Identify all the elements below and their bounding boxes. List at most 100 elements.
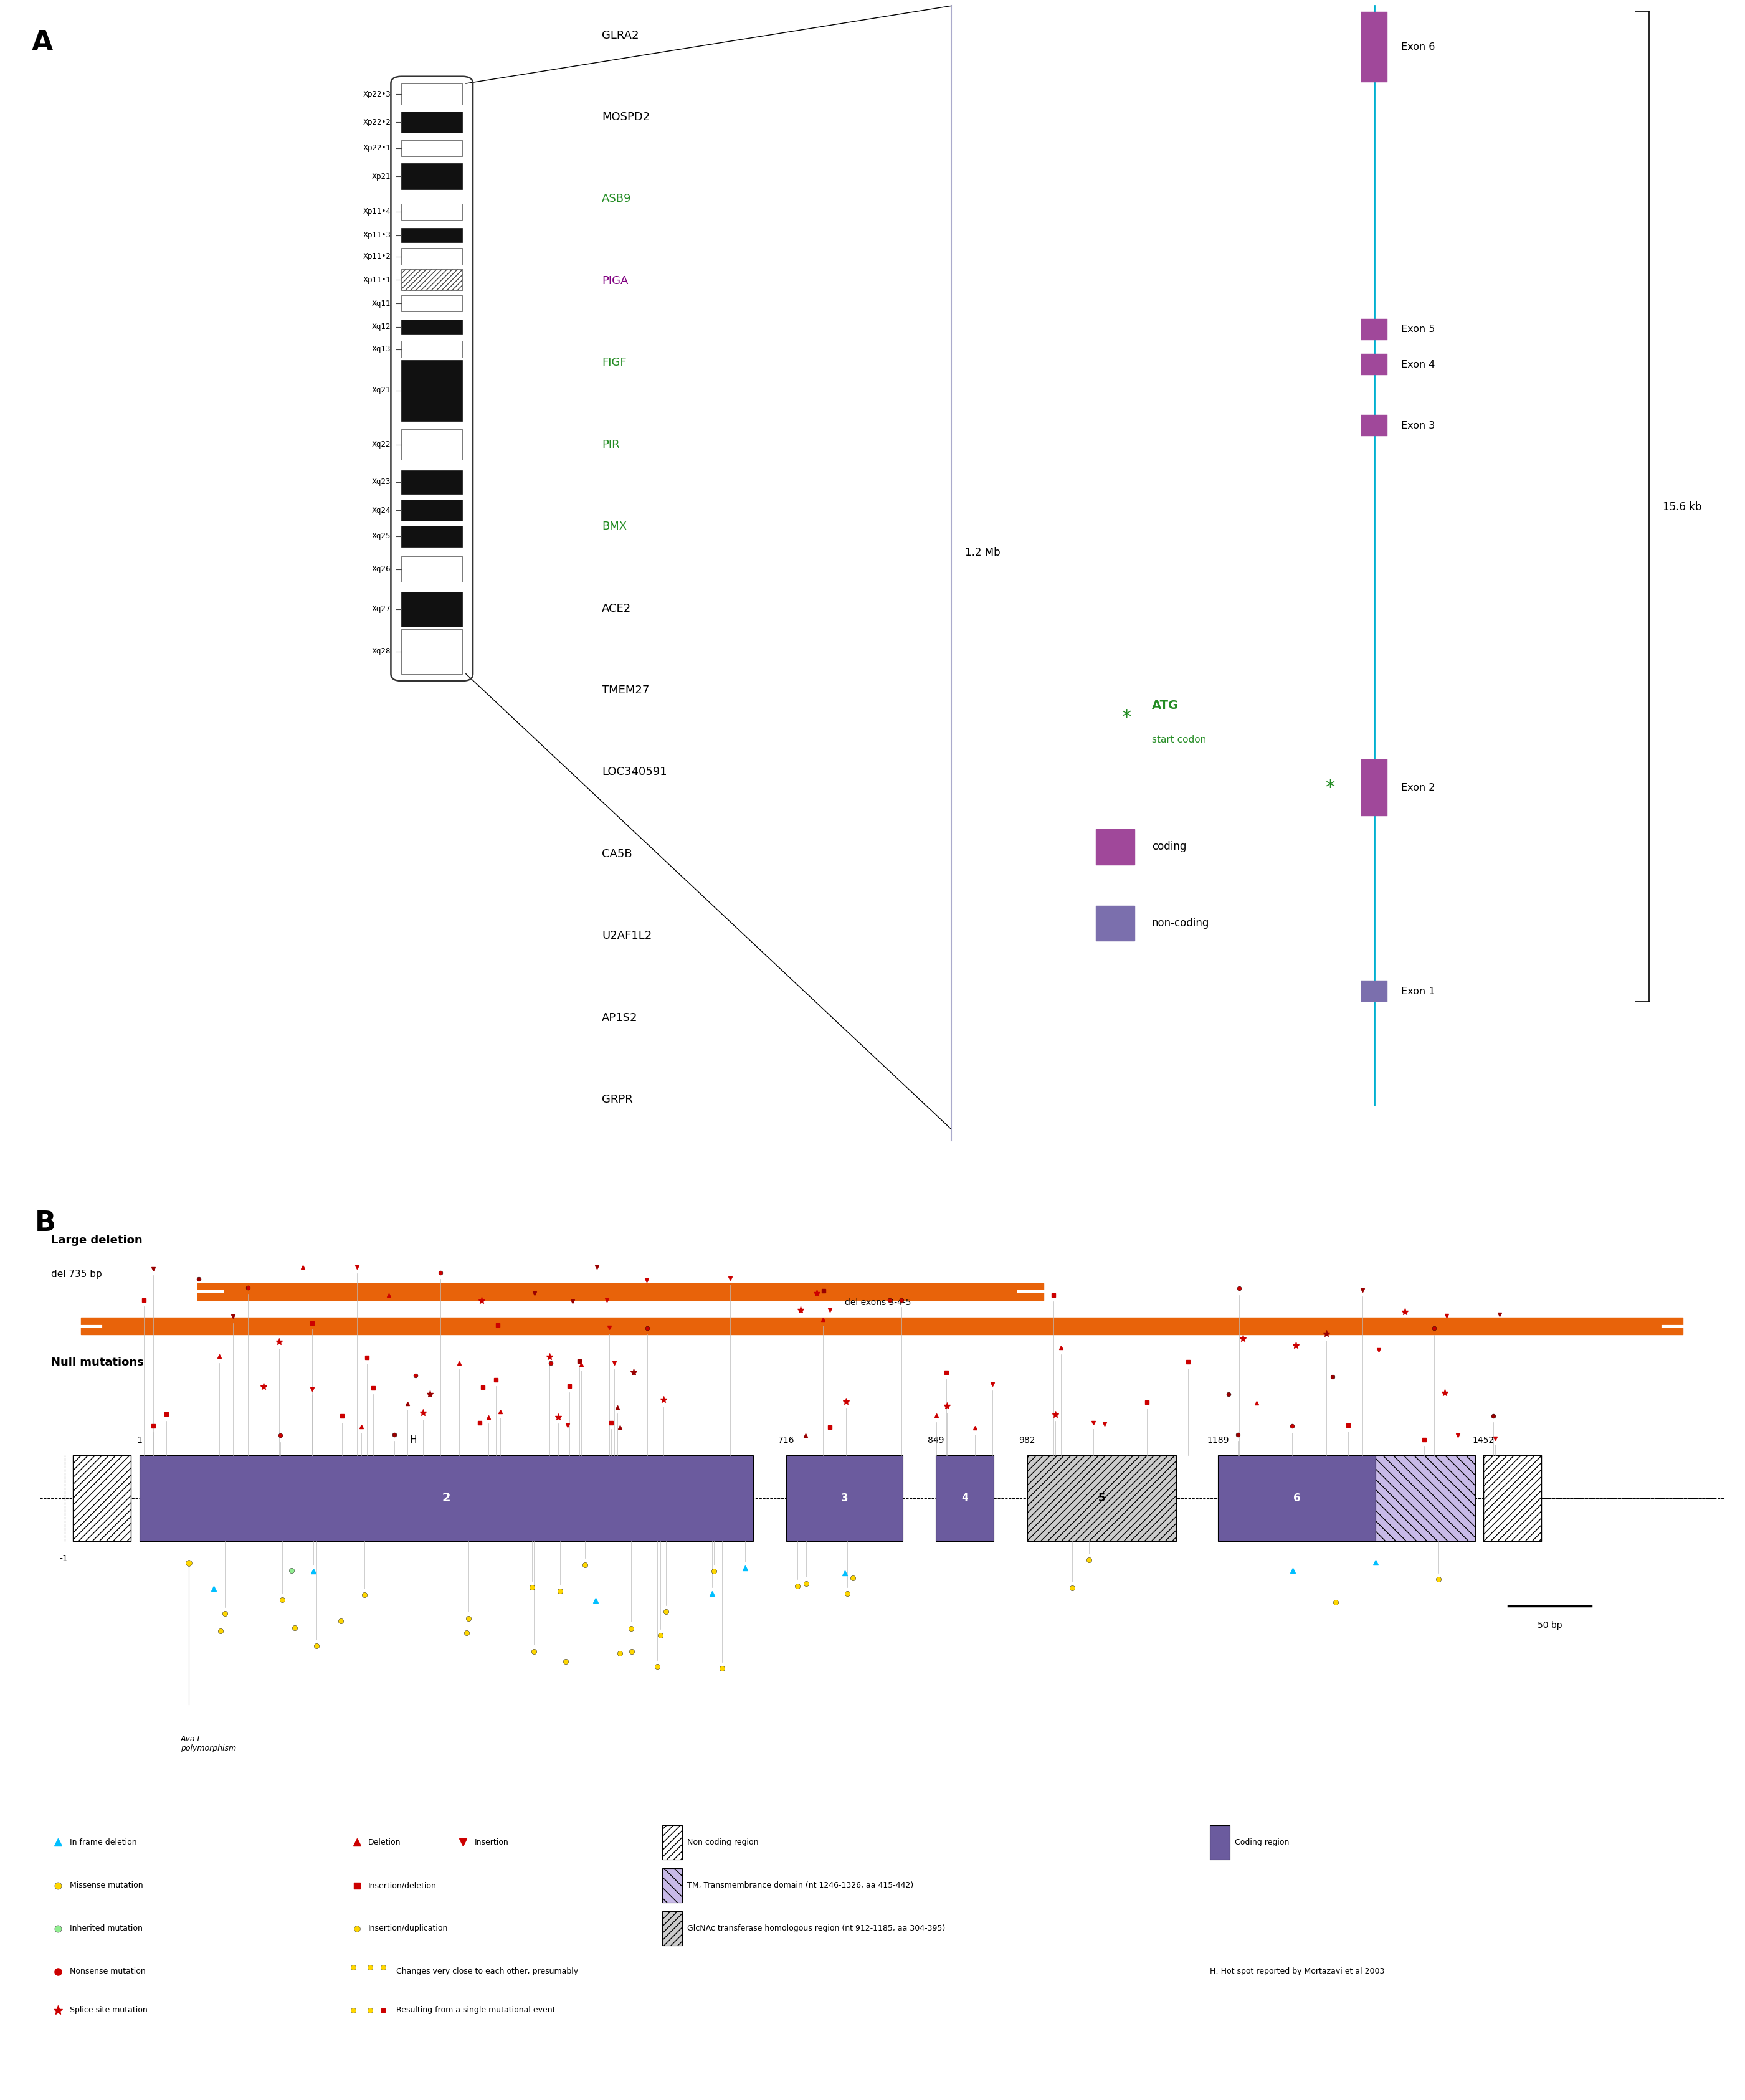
Bar xyxy=(401,248,462,265)
Bar xyxy=(401,340,462,357)
Text: ACE2: ACE2 xyxy=(602,603,632,613)
Text: 50 bp: 50 bp xyxy=(1537,1621,1562,1630)
Text: -1: -1 xyxy=(59,1554,68,1562)
Text: LOC340591: LOC340591 xyxy=(602,766,667,777)
Text: non-coding: non-coding xyxy=(1152,918,1209,928)
Text: Xq21: Xq21 xyxy=(372,386,391,395)
Text: TMEM27: TMEM27 xyxy=(602,685,649,695)
Bar xyxy=(1218,1455,1375,1541)
Text: Non coding region: Non coding region xyxy=(688,1837,759,1846)
Bar xyxy=(401,141,462,155)
Text: Missense mutation: Missense mutation xyxy=(70,1882,143,1890)
Bar xyxy=(1361,319,1387,340)
Text: Splice site mutation: Splice site mutation xyxy=(70,2005,147,2014)
Text: Xq22: Xq22 xyxy=(372,441,391,449)
Text: 3: 3 xyxy=(841,1493,848,1504)
Text: 1452: 1452 xyxy=(1473,1436,1494,1445)
Text: Xq24: Xq24 xyxy=(372,506,391,514)
Text: Nonsense mutation: Nonsense mutation xyxy=(70,1968,145,1976)
Text: Xq12: Xq12 xyxy=(372,323,391,332)
Text: 1: 1 xyxy=(136,1436,141,1445)
Text: GLRA2: GLRA2 xyxy=(602,29,639,40)
Text: Insertion/duplication: Insertion/duplication xyxy=(368,1924,448,1932)
Text: Xp11•1: Xp11•1 xyxy=(363,275,391,284)
Bar xyxy=(1096,905,1134,941)
Text: del 735 bp: del 735 bp xyxy=(51,1270,103,1279)
Text: Coding region: Coding region xyxy=(1234,1837,1290,1846)
Bar xyxy=(401,204,462,220)
Text: Deletion: Deletion xyxy=(368,1837,401,1846)
Bar xyxy=(401,319,462,334)
Text: Xp22•2: Xp22•2 xyxy=(363,118,391,126)
Text: In frame deletion: In frame deletion xyxy=(70,1837,136,1846)
Text: Xq13: Xq13 xyxy=(372,344,391,353)
Text: Inherited mutation: Inherited mutation xyxy=(70,1924,143,1932)
Bar xyxy=(787,1455,902,1541)
Text: start codon: start codon xyxy=(1152,735,1206,743)
Text: Changes very close to each other, presumably: Changes very close to each other, presum… xyxy=(396,1968,579,1976)
Text: 4: 4 xyxy=(961,1493,968,1504)
Text: 2: 2 xyxy=(441,1493,450,1504)
Text: PIR: PIR xyxy=(602,439,619,449)
Text: Null mutations: Null mutations xyxy=(51,1357,145,1369)
Bar xyxy=(1096,830,1134,865)
Bar xyxy=(1361,355,1387,376)
Text: Xp11•2: Xp11•2 xyxy=(363,252,391,260)
Text: A: A xyxy=(31,29,52,57)
Text: Exon 6: Exon 6 xyxy=(1401,42,1434,52)
Text: Xp11•3: Xp11•3 xyxy=(363,231,391,239)
Text: Xq27: Xq27 xyxy=(372,605,391,613)
Text: Xq28: Xq28 xyxy=(372,647,391,655)
Text: Insertion: Insertion xyxy=(475,1837,508,1846)
Text: 5: 5 xyxy=(1098,1493,1105,1504)
Text: Exon 5: Exon 5 xyxy=(1401,326,1434,334)
Text: Resulting from a single mutational event: Resulting from a single mutational event xyxy=(396,2005,555,2014)
Text: Xp22•1: Xp22•1 xyxy=(363,145,391,151)
Bar xyxy=(401,500,462,521)
Text: Large deletion: Large deletion xyxy=(51,1235,143,1245)
Bar xyxy=(661,1869,682,1903)
Bar xyxy=(401,592,462,626)
Bar xyxy=(401,556,462,582)
Text: Exon 4: Exon 4 xyxy=(1401,359,1434,370)
Bar xyxy=(1361,760,1387,817)
Text: Xp21: Xp21 xyxy=(372,172,391,181)
Bar xyxy=(661,1825,682,1861)
Text: Exon 1: Exon 1 xyxy=(1401,987,1434,995)
Bar xyxy=(1361,416,1387,437)
Bar xyxy=(1028,1455,1176,1541)
Text: Insertion/deletion: Insertion/deletion xyxy=(368,1882,436,1890)
Bar xyxy=(401,229,462,242)
Bar xyxy=(1375,1455,1475,1541)
Text: Xq23: Xq23 xyxy=(372,479,391,487)
Text: del exons 3-4-5: del exons 3-4-5 xyxy=(845,1298,911,1306)
Text: B: B xyxy=(35,1210,56,1237)
Bar xyxy=(401,269,462,290)
Bar xyxy=(1361,981,1387,1002)
Bar xyxy=(401,630,462,674)
Text: coding: coding xyxy=(1152,842,1187,853)
Text: H: Hot spot reported by Mortazavi et al 2003: H: Hot spot reported by Mortazavi et al … xyxy=(1209,1968,1384,1976)
Text: Exon 2: Exon 2 xyxy=(1401,783,1434,792)
Text: 6: 6 xyxy=(1293,1493,1300,1504)
Bar xyxy=(1483,1455,1541,1541)
Bar xyxy=(401,359,462,420)
Text: CA5B: CA5B xyxy=(602,848,632,859)
Text: Xp22•3: Xp22•3 xyxy=(363,90,391,99)
Text: *: * xyxy=(1326,779,1335,798)
Text: BMX: BMX xyxy=(602,521,626,531)
Text: MOSPD2: MOSPD2 xyxy=(602,111,651,122)
Text: AP1S2: AP1S2 xyxy=(602,1012,639,1023)
Bar xyxy=(401,470,462,493)
Bar xyxy=(73,1455,131,1541)
Text: Exon 3: Exon 3 xyxy=(1401,420,1434,430)
Text: FIGF: FIGF xyxy=(602,357,626,367)
Bar xyxy=(401,164,462,189)
Text: GRPR: GRPR xyxy=(602,1094,633,1105)
Text: GlcNAc transferase homologous region (nt 912-1185, aa 304-395): GlcNAc transferase homologous region (nt… xyxy=(688,1924,946,1932)
Text: 849: 849 xyxy=(928,1436,944,1445)
Bar xyxy=(401,111,462,132)
Bar xyxy=(401,296,462,311)
Text: Xq26: Xq26 xyxy=(372,565,391,573)
Bar xyxy=(935,1455,995,1541)
